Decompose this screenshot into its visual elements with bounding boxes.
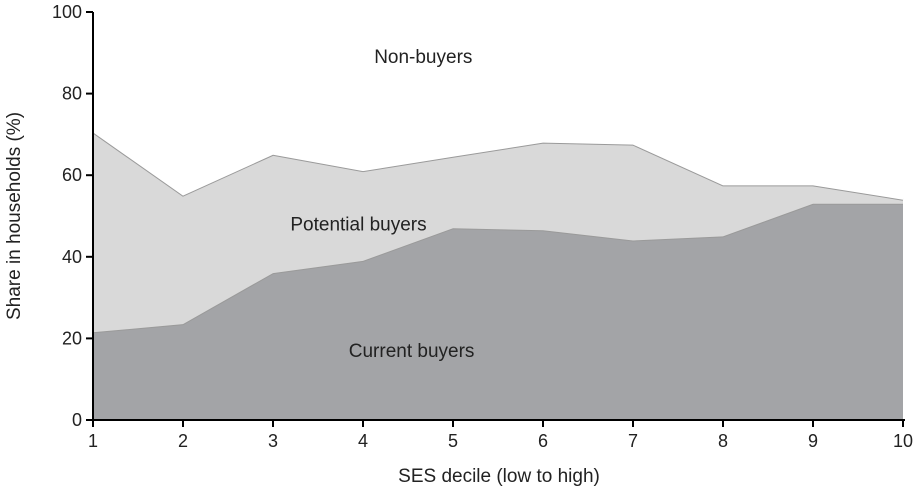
series-label-current-buyers: Current buyers: [349, 341, 475, 362]
area-layers: [92, 12, 904, 420]
series-label-non-buyers: Non-buyers: [374, 47, 472, 68]
y-tick-label: 20: [62, 328, 82, 348]
area-current-buyers: [93, 203, 903, 420]
x-tick-label: 3: [268, 431, 278, 451]
x-tick-label: 10: [893, 431, 913, 451]
y-axis-title: Share in households (%): [4, 112, 25, 320]
y-tick-label: 0: [72, 410, 82, 430]
area-potential-buyers: [93, 132, 903, 333]
x-axis-title: SES decile (low to high): [398, 466, 600, 487]
axis-ticks: 0 20 40 60 80 100 1 2 3 4 5 6 7 8 9 10: [52, 2, 913, 451]
x-tick-label: 9: [808, 431, 818, 451]
region-labels: Current buyers Potential buyers Non-buyers: [290, 47, 474, 362]
area-non-buyers: [93, 12, 903, 200]
x-tick-label: 7: [628, 431, 638, 451]
series-label-potential-buyers: Potential buyers: [290, 214, 426, 235]
y-tick-label: 60: [62, 165, 82, 185]
x-tick-label: 6: [538, 431, 548, 451]
x-tick-label: 4: [358, 431, 368, 451]
y-tick-label: 100: [52, 2, 82, 22]
x-tick-label: 2: [178, 431, 188, 451]
x-tick-label: 5: [448, 431, 458, 451]
x-tick-label: 1: [88, 431, 98, 451]
x-tick-label: 8: [718, 431, 728, 451]
y-tick-label: 40: [62, 247, 82, 267]
y-tick-label: 80: [62, 84, 82, 104]
